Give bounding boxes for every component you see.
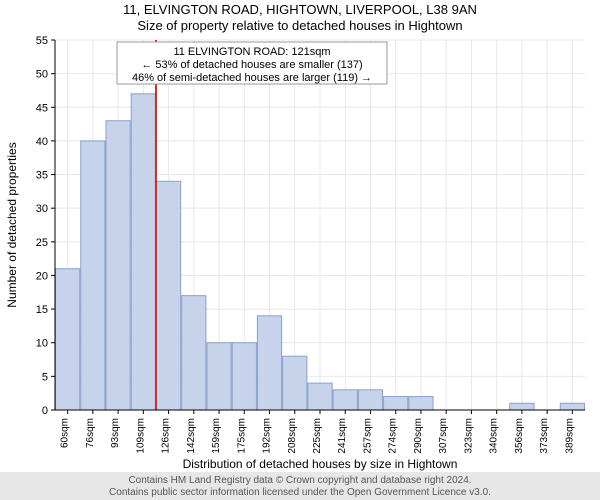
histogram-bar <box>358 390 382 410</box>
histogram-bar <box>106 121 130 410</box>
x-tick-label: 323sqm <box>463 418 474 454</box>
y-tick-label: 0 <box>42 405 48 417</box>
x-tick-label: 389sqm <box>564 418 575 454</box>
histogram-bar <box>560 403 584 410</box>
histogram-bar <box>131 94 155 410</box>
y-axis-label: Number of detached properties <box>5 142 19 307</box>
y-tick-label: 15 <box>36 304 48 316</box>
x-tick-label: 109sqm <box>135 418 146 454</box>
x-tick-label: 257sqm <box>362 418 373 454</box>
histogram-bar <box>409 397 433 410</box>
x-tick-label: 93sqm <box>110 418 121 448</box>
histogram-bar <box>308 383 332 410</box>
x-tick-label: 192sqm <box>262 418 273 454</box>
y-tick-label: 25 <box>36 237 48 249</box>
x-axis-label: Distribution of detached houses by size … <box>183 457 458 471</box>
x-tick-label: 241sqm <box>337 418 348 454</box>
footer-line2: Contains public sector information licen… <box>109 487 491 498</box>
y-tick-label: 40 <box>36 136 48 148</box>
histogram-bar <box>333 390 357 410</box>
y-tick-label: 5 <box>42 371 48 383</box>
x-tick-label: 76sqm <box>85 418 96 448</box>
y-tick-label: 30 <box>36 203 48 215</box>
histogram-bar <box>257 316 281 410</box>
histogram-bar <box>56 269 80 410</box>
x-tick-label: 307sqm <box>438 418 449 454</box>
x-tick-label: 373sqm <box>539 418 550 454</box>
annotation-line2: ← 53% of detached houses are smaller (13… <box>141 59 362 71</box>
histogram-bar <box>156 181 180 410</box>
histogram-bar <box>283 356 307 410</box>
y-tick-label: 35 <box>36 170 48 182</box>
x-tick-label: 225sqm <box>312 418 323 454</box>
chart-title-line1: 11, ELVINGTON ROAD, HIGHTOWN, LIVERPOOL,… <box>123 2 477 17</box>
histogram-bar <box>232 343 256 410</box>
annotation-line3: 46% of semi-detached houses are larger (… <box>132 72 372 84</box>
x-tick-label: 126sqm <box>161 418 172 454</box>
histogram-bar <box>81 141 105 410</box>
x-tick-label: 60sqm <box>60 418 71 448</box>
x-tick-label: 175sqm <box>236 418 247 454</box>
x-tick-label: 142sqm <box>186 418 197 454</box>
histogram-bar <box>510 403 534 410</box>
x-tick-label: 290sqm <box>413 418 424 454</box>
y-tick-label: 45 <box>36 102 48 114</box>
x-tick-label: 159sqm <box>211 418 222 454</box>
histogram-chart: 11, ELVINGTON ROAD, HIGHTOWN, LIVERPOOL,… <box>0 0 600 500</box>
x-tick-label: 274sqm <box>388 418 399 454</box>
histogram-bar <box>182 296 206 410</box>
annotation-line1: 11 ELVINGTON ROAD: 121sqm <box>173 46 330 58</box>
chart-title-line2: Size of property relative to detached ho… <box>137 18 462 33</box>
x-tick-label: 356sqm <box>514 418 525 454</box>
histogram-bar <box>207 343 231 410</box>
y-tick-label: 55 <box>36 35 48 47</box>
y-tick-label: 20 <box>36 270 48 282</box>
x-tick-label: 208sqm <box>287 418 298 454</box>
histogram-bar <box>384 397 408 410</box>
x-tick-label: 340sqm <box>489 418 500 454</box>
y-tick-label: 10 <box>36 338 48 350</box>
footer-line1: Contains HM Land Registry data © Crown c… <box>128 475 471 486</box>
y-tick-label: 50 <box>36 69 48 81</box>
